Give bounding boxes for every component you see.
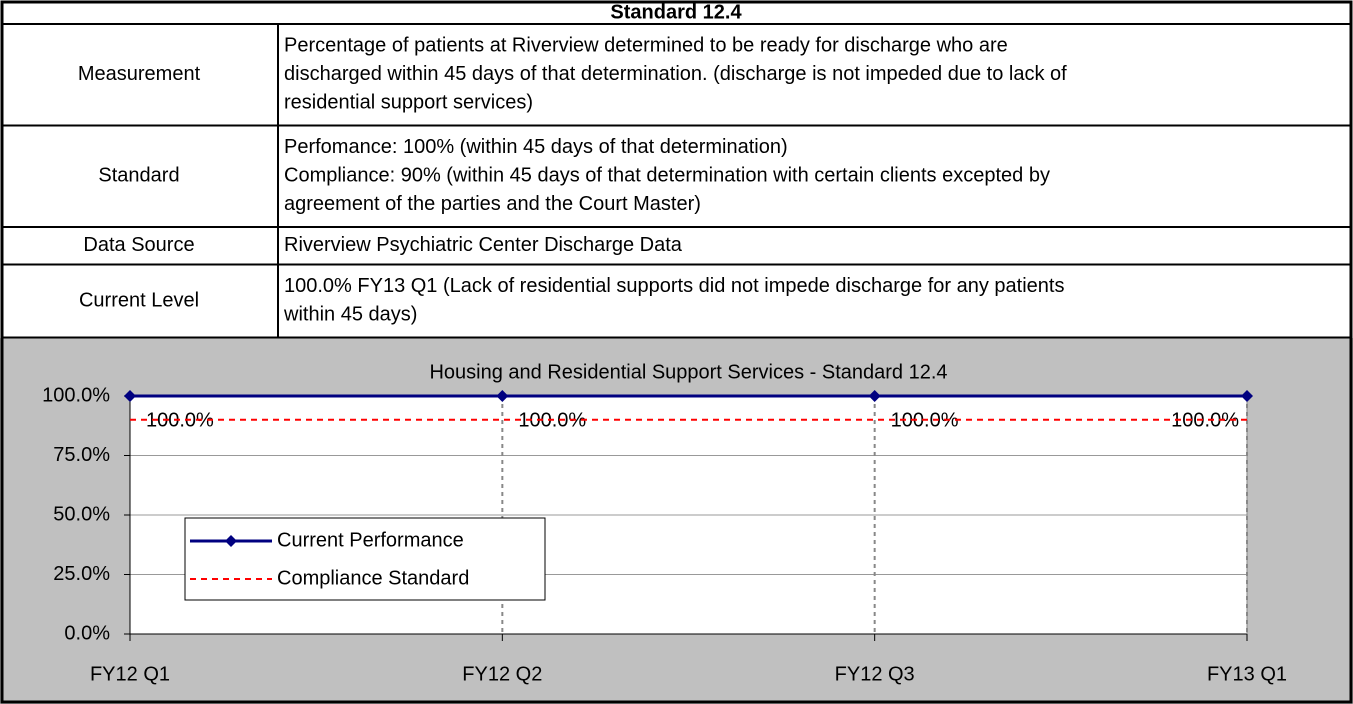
y-tick-label: 25.0% (53, 563, 110, 585)
row-text: Compliance: 90% (within 45 days of that … (284, 165, 1050, 187)
row-label: Measurement (78, 63, 201, 85)
value-label: 100.0% (146, 409, 214, 431)
legend-label: Current Performance (277, 529, 464, 551)
y-tick-label: 75.0% (53, 444, 110, 466)
table-title: Standard 12.4 (610, 1, 742, 23)
x-tick-label: FY12 Q2 (462, 663, 542, 685)
x-tick-label: FY12 Q3 (835, 663, 915, 685)
value-label: 100.0% (1171, 409, 1239, 431)
row-text: within 45 days) (283, 304, 417, 326)
row-label: Current Level (79, 289, 199, 311)
point (1241, 390, 1253, 402)
row-label: Data Source (83, 234, 194, 256)
legend-box (184, 517, 546, 601)
y-tick-label: 50.0% (53, 503, 110, 525)
row-text: agreement of the parties and the Court M… (284, 193, 701, 215)
row-text: Perfomance: 100% (within 45 days of that… (284, 136, 788, 158)
x-tick-label: FY12 Q1 (90, 663, 170, 685)
chart-title: Housing and Residential Support Services… (429, 361, 947, 383)
row-text: residential support services) (284, 92, 533, 114)
x-tick-label: FY13 Q1 (1207, 663, 1287, 685)
point (868, 390, 881, 402)
row-text: Riverview Psychiatric Center Discharge D… (284, 234, 683, 256)
point (124, 390, 136, 402)
row-text: 100.0% FY13 Q1 (Lack of residential supp… (284, 275, 1064, 297)
y-tick-label: 100.0% (42, 384, 110, 406)
row-label: Standard (98, 165, 179, 187)
legend-label: Compliance Standard (277, 567, 469, 589)
row-text: Percentage of patients at Riverview dete… (284, 35, 1008, 57)
y-tick-label: 0.0% (64, 622, 110, 644)
point (496, 390, 509, 402)
legend-marker (225, 535, 237, 547)
row-text: discharged within 45 days of that determ… (284, 63, 1067, 85)
